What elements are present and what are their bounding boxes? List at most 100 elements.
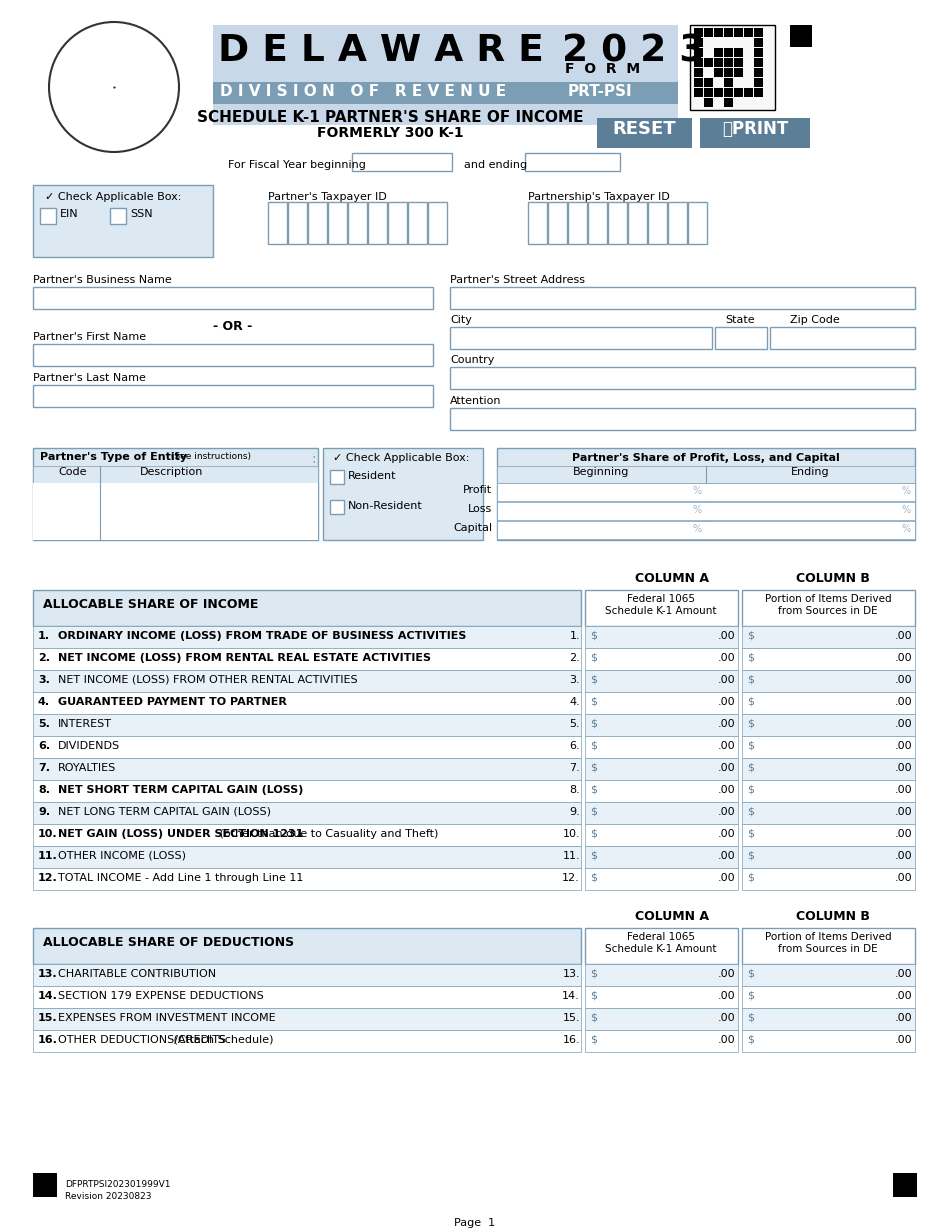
Text: .00: .00 bbox=[717, 740, 735, 752]
FancyBboxPatch shape bbox=[33, 648, 581, 670]
FancyBboxPatch shape bbox=[744, 28, 753, 37]
Text: $: $ bbox=[590, 697, 597, 707]
FancyBboxPatch shape bbox=[742, 1009, 915, 1030]
Text: ALLOCABLE SHARE OF DEDUCTIONS: ALLOCABLE SHARE OF DEDUCTIONS bbox=[43, 936, 294, 950]
Text: .00: .00 bbox=[894, 740, 912, 752]
Text: .00: .00 bbox=[717, 991, 735, 1001]
Text: $: $ bbox=[747, 653, 754, 663]
Text: Country: Country bbox=[450, 355, 494, 365]
FancyBboxPatch shape bbox=[585, 713, 738, 736]
Text: .00: .00 bbox=[894, 851, 912, 861]
Text: Zip Code: Zip Code bbox=[790, 315, 840, 325]
FancyBboxPatch shape bbox=[497, 483, 915, 501]
Text: 3.: 3. bbox=[569, 675, 580, 685]
Text: 16.: 16. bbox=[38, 1034, 58, 1046]
Text: $: $ bbox=[590, 829, 597, 839]
Text: $: $ bbox=[590, 873, 597, 883]
FancyBboxPatch shape bbox=[585, 692, 738, 713]
FancyBboxPatch shape bbox=[754, 38, 763, 47]
Text: $: $ bbox=[590, 631, 597, 641]
FancyBboxPatch shape bbox=[585, 868, 738, 891]
Text: DIVIDENDS: DIVIDENDS bbox=[58, 740, 120, 752]
Text: $: $ bbox=[590, 969, 597, 979]
Text: $: $ bbox=[747, 969, 754, 979]
FancyBboxPatch shape bbox=[585, 758, 738, 780]
FancyBboxPatch shape bbox=[648, 202, 667, 244]
Text: 4.: 4. bbox=[569, 697, 580, 707]
FancyBboxPatch shape bbox=[754, 48, 763, 57]
FancyBboxPatch shape bbox=[714, 68, 723, 77]
Text: NET INCOME (LOSS) FROM OTHER RENTAL ACTIVITIES: NET INCOME (LOSS) FROM OTHER RENTAL ACTI… bbox=[58, 675, 357, 685]
FancyBboxPatch shape bbox=[33, 466, 318, 483]
FancyBboxPatch shape bbox=[33, 758, 581, 780]
Text: 10.: 10. bbox=[562, 829, 580, 839]
Text: .00: .00 bbox=[717, 785, 735, 795]
Text: SCHEDULE K-1 PARTNER'S SHARE OF INCOME: SCHEDULE K-1 PARTNER'S SHARE OF INCOME bbox=[197, 109, 583, 125]
Text: 11.: 11. bbox=[38, 851, 58, 861]
FancyBboxPatch shape bbox=[33, 824, 581, 846]
FancyBboxPatch shape bbox=[724, 77, 733, 87]
FancyBboxPatch shape bbox=[754, 28, 763, 37]
FancyBboxPatch shape bbox=[33, 1030, 581, 1052]
FancyBboxPatch shape bbox=[714, 89, 723, 97]
FancyBboxPatch shape bbox=[33, 626, 581, 648]
Text: Partner's Last Name: Partner's Last Name bbox=[33, 373, 146, 383]
Text: %: % bbox=[693, 524, 702, 534]
Text: .00: .00 bbox=[717, 851, 735, 861]
FancyBboxPatch shape bbox=[450, 327, 712, 349]
FancyBboxPatch shape bbox=[714, 58, 723, 66]
Text: .00: .00 bbox=[894, 631, 912, 641]
Text: %: % bbox=[902, 524, 911, 534]
Text: $: $ bbox=[747, 631, 754, 641]
Text: ROYALTIES: ROYALTIES bbox=[58, 763, 116, 772]
FancyBboxPatch shape bbox=[585, 802, 738, 824]
FancyBboxPatch shape bbox=[585, 964, 738, 986]
FancyBboxPatch shape bbox=[724, 68, 733, 77]
FancyBboxPatch shape bbox=[714, 48, 723, 57]
Text: Partner's Business Name: Partner's Business Name bbox=[33, 276, 172, 285]
FancyBboxPatch shape bbox=[585, 736, 738, 758]
FancyBboxPatch shape bbox=[742, 713, 915, 736]
FancyBboxPatch shape bbox=[690, 25, 775, 109]
FancyBboxPatch shape bbox=[213, 25, 678, 125]
FancyBboxPatch shape bbox=[704, 58, 713, 66]
FancyBboxPatch shape bbox=[754, 68, 763, 77]
Text: 2.: 2. bbox=[38, 653, 50, 663]
FancyBboxPatch shape bbox=[694, 58, 703, 66]
FancyBboxPatch shape bbox=[694, 89, 703, 97]
FancyBboxPatch shape bbox=[706, 466, 915, 483]
Text: $: $ bbox=[590, 653, 597, 663]
FancyBboxPatch shape bbox=[563, 82, 678, 105]
Text: State: State bbox=[725, 315, 754, 325]
Text: 12.: 12. bbox=[38, 873, 58, 883]
Text: (other than due to Casuality and Theft): (other than due to Casuality and Theft) bbox=[216, 829, 439, 839]
FancyBboxPatch shape bbox=[694, 28, 703, 37]
FancyBboxPatch shape bbox=[724, 98, 733, 107]
FancyBboxPatch shape bbox=[742, 824, 915, 846]
FancyBboxPatch shape bbox=[742, 927, 915, 964]
FancyBboxPatch shape bbox=[40, 208, 56, 224]
FancyBboxPatch shape bbox=[33, 846, 581, 868]
Text: .00: .00 bbox=[717, 873, 735, 883]
FancyBboxPatch shape bbox=[700, 118, 810, 148]
FancyBboxPatch shape bbox=[742, 590, 915, 626]
Text: .00: .00 bbox=[717, 969, 735, 979]
Text: $: $ bbox=[747, 763, 754, 772]
FancyBboxPatch shape bbox=[704, 98, 713, 107]
Text: DFPRTPSI202301999V1: DFPRTPSI202301999V1 bbox=[65, 1180, 170, 1189]
Text: $: $ bbox=[747, 851, 754, 861]
Text: F  O  R  M: F O R M bbox=[565, 62, 640, 76]
Text: Revision 20230823: Revision 20230823 bbox=[65, 1192, 151, 1200]
FancyBboxPatch shape bbox=[497, 502, 915, 520]
Text: .00: .00 bbox=[894, 675, 912, 685]
FancyBboxPatch shape bbox=[585, 1009, 738, 1030]
FancyBboxPatch shape bbox=[213, 82, 563, 105]
Text: Ending: Ending bbox=[790, 467, 829, 477]
Text: Beginning: Beginning bbox=[573, 467, 629, 477]
FancyBboxPatch shape bbox=[588, 202, 607, 244]
Text: $: $ bbox=[590, 851, 597, 861]
Text: Federal 1065
Schedule K-1 Amount: Federal 1065 Schedule K-1 Amount bbox=[605, 594, 716, 615]
Text: 8.: 8. bbox=[38, 785, 50, 795]
Text: INTEREST: INTEREST bbox=[58, 720, 112, 729]
FancyBboxPatch shape bbox=[548, 202, 567, 244]
